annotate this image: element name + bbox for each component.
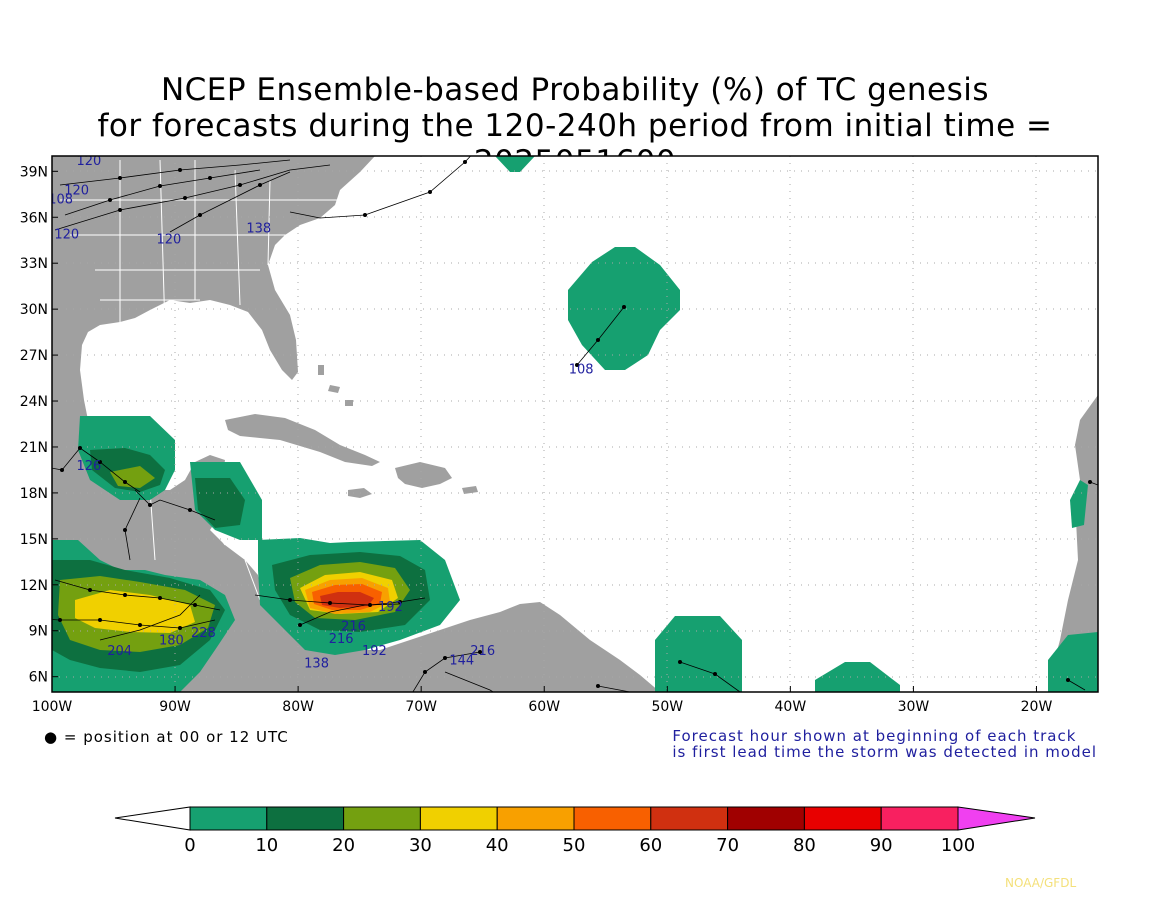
track-start-hour-label: 216 [470,644,495,659]
lat-tick-label: 18N [20,486,48,502]
lat-tick-label: 27N [20,348,48,364]
colorbar-bin [573,806,652,831]
colorbar-label: 50 [563,835,586,856]
lat-tick-label: 9N [29,624,48,640]
colorbar-bin [266,806,345,831]
colorbar-bin [496,806,575,831]
colorbar-label: 20 [332,835,355,856]
lon-tick-label: 20W [1021,699,1053,715]
track-start-hour-label: 228 [191,626,216,641]
colorbar-bin [343,806,421,831]
land-north-america [52,156,375,420]
track-start-hour-label: 108 [569,362,594,377]
track-start-hour-label: 192 [378,600,403,615]
colorbar-low-arrow [114,806,191,831]
colorbar-label: 70 [716,835,739,856]
track-start-hour-label: 126 [77,459,102,474]
track-start-hour-label: 216 [329,632,354,647]
land-puerto-rico [462,486,478,494]
lat-tick-label: 21N [20,440,48,456]
lon-tick-label: 70W [405,699,437,715]
lon-tick-label: 60W [528,699,560,715]
track-start-hour-label: 120 [64,183,89,198]
lat-tick-label: 36N [20,210,48,226]
track-start-hour-label: 204 [107,644,132,659]
longitude-tick-labels: 100W 90W 80W 70W 60W 50W 40W 30W 20W [32,686,1053,715]
track-start-hour-label: 144 [449,653,474,668]
lon-tick-label: 100W [32,699,73,715]
chart-title-line2: for forecasts during the 120-240h period… [97,108,1053,180]
colorbar-bin [419,806,498,831]
lat-tick-label: 6N [29,670,48,686]
track-start-hour-label: 192 [362,644,387,659]
plot-frame [51,155,1099,693]
track-start-hour-label: 138 [246,222,271,237]
land-hispaniola [395,462,452,488]
track-start-hour-label: 216 [341,620,366,635]
colorbar-label: 100 [941,835,975,856]
lon-tick-label: 30W [898,699,930,715]
forecast-note-line2: is first lead time the storm was detecte… [672,743,1097,761]
land-cuba [225,414,380,466]
colorbar: 0 10 20 30 40 50 60 70 80 90 100 [114,806,1036,856]
lat-tick-label: 30N [20,302,48,318]
credit-noaa-gfdl: NOAA/GFDL [1005,876,1077,890]
colorbar-label: 80 [793,835,816,856]
track-start-hour-label: 138 [304,656,329,671]
colorbar-label: 0 [184,835,195,856]
lat-tick-label: 39N [20,164,48,180]
chart-title-line1: NCEP Ensemble-based Probability (%) of T… [160,72,990,108]
lat-tick-label: 33N [20,256,48,272]
track-start-hour-label: 108 [48,192,73,207]
colorbar-high-arrow [957,806,1036,831]
lat-tick-label: 12N [20,578,48,594]
colorbar-bin [727,806,805,831]
track-start-hour-label: 120 [54,228,79,243]
land-africa [1052,395,1098,692]
colorbar-bin [880,806,959,831]
colorbar-label: 60 [639,835,662,856]
track-start-hour-label: 180 [159,634,184,649]
colorbar-label: 90 [870,835,893,856]
track-position-dots [58,160,1092,688]
land-bahamas [318,365,353,406]
lon-tick-label: 40W [775,699,807,715]
track-start-hour-label: 120 [156,232,181,247]
lon-tick-label: 50W [651,699,683,715]
colorbar-bin [803,806,882,831]
colorbar-bin [189,806,268,831]
colorbar-label: 30 [409,835,432,856]
forecast-hour-note: Forecast hour shown at beginning of each… [672,728,1097,760]
legend-note-position-dot: ● = position at 00 or 12 UTC [44,728,289,746]
forecast-note-line1: Forecast hour shown at beginning of each… [672,727,1077,745]
lat-tick-label: 24N [20,394,48,410]
colorbar-label: 10 [255,835,278,856]
colorbar-label: 40 [486,835,509,856]
lon-tick-label: 90W [159,699,191,715]
lon-tick-label: 80W [282,699,314,715]
lat-tick-label: 15N [20,532,48,548]
latitude-tick-labels: 6N 9N 12N 15N 18N 21N 24N 27N 30N 33N 36N 39N [20,164,58,686]
colorbar-bin [650,806,729,831]
track-start-hour-label: 120 [77,154,102,169]
